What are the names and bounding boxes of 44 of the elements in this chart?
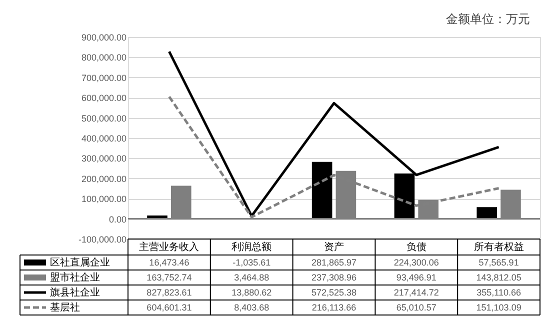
y-tick-label: 600,000.00 — [81, 93, 126, 104]
y-tick-label: 400,000.00 — [81, 134, 126, 144]
data-label: 827,823.61 — [146, 288, 192, 298]
legend-label: 区社直属企业 — [50, 256, 110, 268]
y-tick-label: 900,000.00 — [81, 32, 126, 42]
legend-label: 旗县社企业 — [50, 286, 100, 298]
data-label: 8,403.68 — [234, 302, 270, 312]
y-tick-label: 800,000.00 — [81, 52, 126, 63]
bar — [476, 207, 498, 219]
data-label: 57,565.91 — [478, 258, 519, 268]
data-label: 65,010.57 — [396, 302, 436, 312]
data-label: 281,865.97 — [311, 258, 357, 268]
x-tick-label: 利润总额 — [232, 241, 272, 253]
x-tick-label: 所有者权益 — [474, 241, 524, 253]
y-tick-label: -100,000.00 — [78, 234, 126, 244]
data-label: 93,496.91 — [396, 272, 436, 282]
line-series — [168, 50, 500, 218]
data-label: 16,473.46 — [149, 258, 190, 268]
legend-label: 基层社 — [50, 302, 80, 314]
data-label: -1,035.61 — [232, 258, 271, 268]
data-label: 151,103.09 — [476, 302, 522, 312]
y-tick-label: 500,000.00 — [81, 113, 126, 124]
y-tick-label: 200,000.00 — [81, 174, 126, 184]
legend-label: 盟市社企业 — [50, 272, 100, 284]
y-tick-label: 300,000.00 — [81, 154, 126, 164]
data-label: 604,601.31 — [146, 302, 192, 312]
data-label: 13,880.62 — [232, 288, 272, 298]
data-label: 572,525.38 — [311, 288, 357, 298]
x-tick-label: 负债 — [406, 241, 426, 253]
data-label: 217,414.72 — [394, 288, 439, 298]
x-tick-label: 资产 — [324, 241, 344, 253]
bar — [312, 162, 332, 219]
data-label: 216,113.66 — [312, 302, 356, 312]
y-tick-label: 100,000.00 — [81, 194, 126, 204]
x-tick-label: 主营业务收入 — [139, 241, 200, 253]
y-tick-label: 0.00 — [108, 214, 126, 224]
data-label: 3,464.88 — [234, 272, 270, 282]
data-label: 143,812.05 — [476, 272, 522, 282]
y-tick-label: 700,000.00 — [81, 72, 126, 83]
data-label: 355,110.66 — [476, 288, 521, 298]
text: 金额单位：万元 — [446, 12, 530, 26]
data-label: 224,300.06 — [394, 258, 439, 268]
data-label: 163,752.74 — [146, 272, 192, 282]
data-label: 237,308.96 — [311, 272, 357, 282]
